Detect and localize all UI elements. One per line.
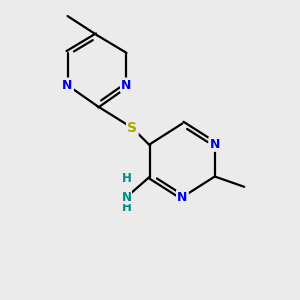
Text: N: N bbox=[210, 138, 220, 151]
Text: H: H bbox=[122, 201, 131, 214]
Text: N: N bbox=[62, 79, 73, 92]
Text: N: N bbox=[122, 190, 131, 204]
Text: N: N bbox=[210, 138, 220, 151]
Text: H: H bbox=[122, 172, 131, 185]
Text: S: S bbox=[127, 121, 137, 135]
Text: N: N bbox=[177, 190, 188, 204]
Text: N: N bbox=[62, 79, 73, 92]
Text: S: S bbox=[127, 121, 137, 135]
Text: N: N bbox=[121, 79, 132, 92]
Text: N: N bbox=[177, 190, 188, 204]
Text: N: N bbox=[121, 79, 132, 92]
